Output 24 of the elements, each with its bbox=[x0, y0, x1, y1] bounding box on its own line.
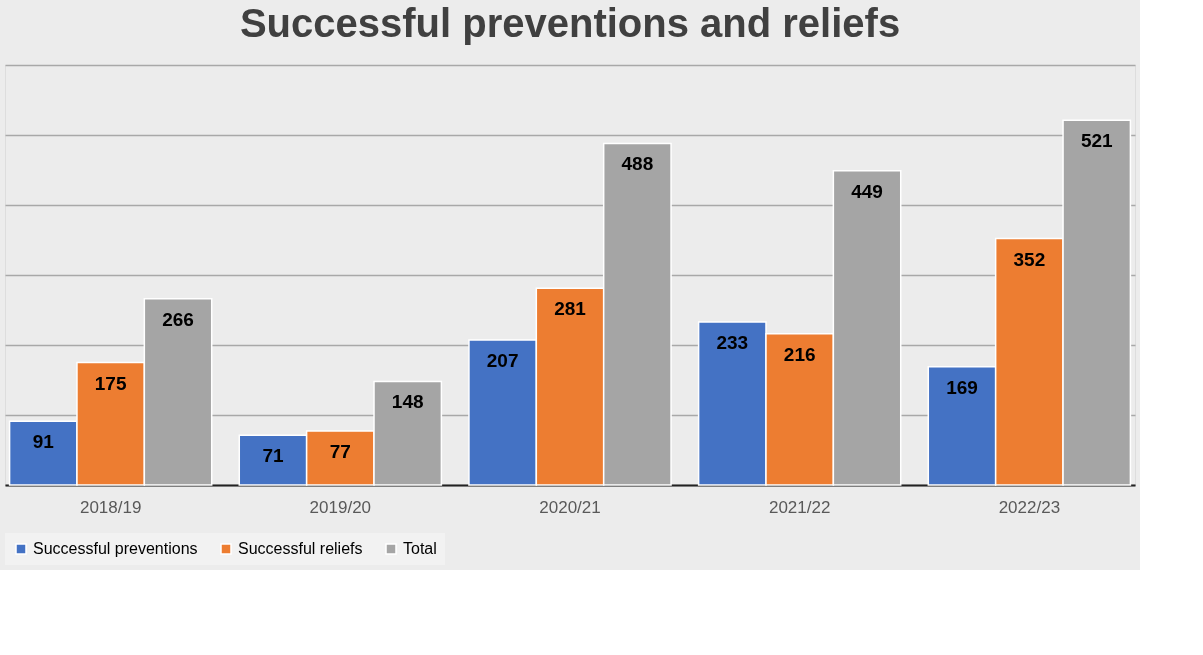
data-label: 449 bbox=[851, 180, 883, 202]
data-label: 77 bbox=[329, 441, 351, 463]
x-tick-label: 2020/21 bbox=[539, 497, 601, 517]
x-tick-label: 2021/22 bbox=[768, 497, 831, 517]
x-tick-label: 2022/23 bbox=[998, 497, 1061, 517]
data-label: 488 bbox=[621, 153, 654, 175]
data-label: 71 bbox=[262, 445, 284, 467]
legend-label: Total bbox=[403, 540, 437, 557]
x-tick-label: 2019/20 bbox=[309, 497, 372, 517]
data-label: 148 bbox=[391, 391, 424, 413]
data-label: 207 bbox=[486, 350, 519, 372]
data-label: 233 bbox=[716, 331, 749, 353]
legend-label: Successful preventions bbox=[33, 540, 198, 557]
data-label: 352 bbox=[1013, 248, 1046, 270]
data-label: 91 bbox=[32, 431, 55, 453]
data-label: 266 bbox=[162, 308, 194, 330]
x-tick-label: 2018/19 bbox=[79, 497, 142, 517]
data-label: 216 bbox=[783, 343, 816, 365]
data-label: 281 bbox=[554, 298, 587, 320]
legend-label: Successful reliefs bbox=[238, 540, 363, 557]
data-label: 169 bbox=[946, 376, 978, 398]
chart-title: Successful preventions and reliefs bbox=[239, 1, 901, 45]
data-label: 175 bbox=[94, 372, 127, 394]
data-label: 521 bbox=[1080, 130, 1113, 152]
